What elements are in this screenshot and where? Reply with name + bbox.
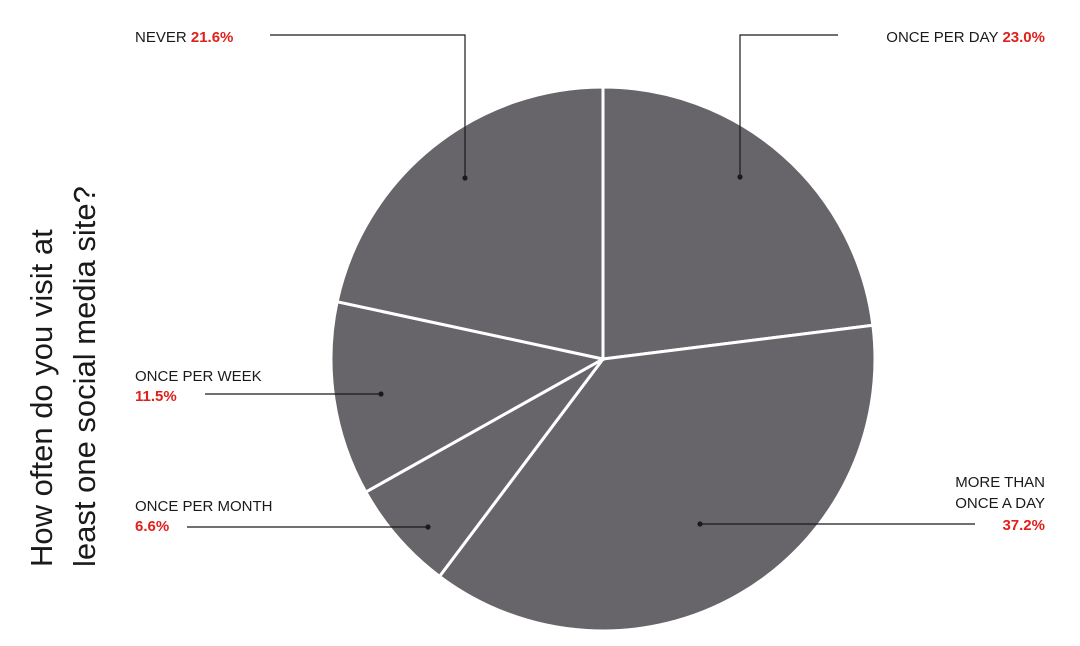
pie-slice-once-per-month (363, 357, 605, 579)
chart-title: How often do you visit at least one soci… (24, 186, 102, 567)
leader-never (270, 34, 466, 178)
leader-dot-more-than-once-a-day (697, 521, 703, 527)
pie-slice-more-than-once-a-day (437, 323, 877, 633)
leader-dot-once-per-month (425, 524, 431, 530)
leader-once-per-day (739, 34, 838, 177)
slice-label-more-than-once-a-day-line-2: ONCE A DAY (955, 495, 1045, 512)
slice-label-once-per-month: ONCE PER MONTH (135, 498, 273, 515)
slice-label-more-than-once-a-day-line-1: MORE THAN (955, 474, 1045, 491)
leader-dot-once-per-day (737, 174, 743, 180)
slice-label-once-per-day: ONCE PER DAY 23.0% (886, 29, 1045, 46)
chart-title-line-1: How often do you visit at (24, 229, 59, 567)
leader-lines (187, 34, 975, 530)
pie-slice-once-per-day (601, 85, 875, 361)
slice-label-never: NEVER 21.6% (135, 29, 233, 46)
pie-slice-never (335, 85, 605, 361)
slice-value-never: 21.6% (191, 29, 234, 46)
chart-title-line-2: least one social media site? (67, 186, 102, 567)
slice-value-once-per-week: 11.5% (135, 388, 177, 405)
slice-value-once-per-month: 6.6% (135, 518, 169, 535)
pie-slice-once-per-week (329, 299, 608, 495)
slice-value-more-than-once-a-day: 37.2% (1002, 517, 1045, 534)
leader-dot-once-per-week (378, 391, 384, 397)
slice-value-once-per-day: 23.0% (1002, 29, 1045, 46)
leader-dot-never (462, 175, 468, 181)
pie-slices (329, 85, 877, 633)
slice-label-once-per-week: ONCE PER WEEK (135, 368, 262, 385)
pie-labels: NEVER 21.6% ONCE PER DAY 23.0% ONCE PER … (135, 29, 1045, 535)
